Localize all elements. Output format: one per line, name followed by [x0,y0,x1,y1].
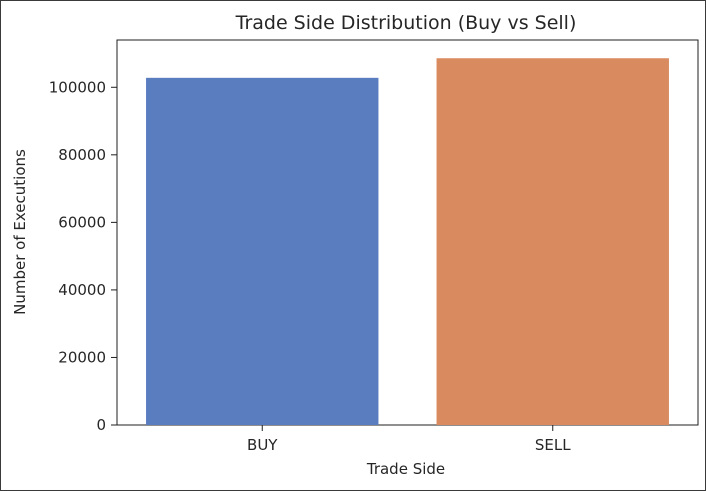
y-tick-label: 20000 [58,348,106,366]
y-axis-label: Number of Executions [11,149,29,315]
x-tick-label-buy: BUY [247,436,278,454]
x-axis-label: Trade Side [366,460,445,478]
bar-buy [146,77,379,425]
y-tick-label: 60000 [58,213,106,231]
y-tick-label: 40000 [58,281,106,299]
chart-title: Trade Side Distribution (Buy vs Sell) [235,12,577,34]
bar-series [146,58,669,426]
x-tick-label-sell: SELL [535,436,571,454]
y-axis-ticks: 0 20000 40000 60000 80000 100000 [49,78,117,434]
y-tick-label: 80000 [58,146,106,164]
x-axis-ticks: BUY SELL [247,425,571,454]
y-tick-label: 100000 [49,78,106,96]
bar-sell [436,58,669,426]
y-tick-label: 0 [96,416,106,434]
